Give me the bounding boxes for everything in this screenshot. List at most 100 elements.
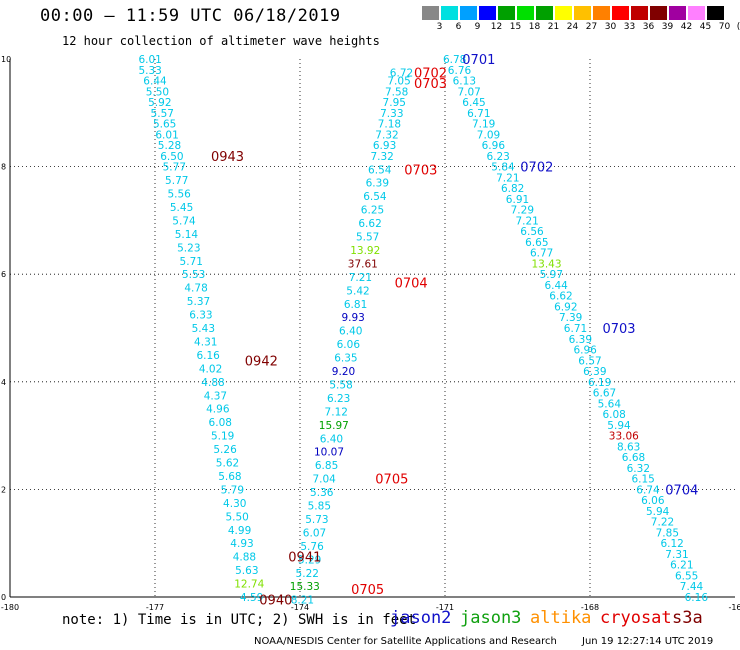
chart-title: 00:00 – 11:59 UTC 06/18/2019 [40,6,341,26]
wave-height-label: 5.68 [218,471,241,483]
wave-height-label: 6.21 [670,560,693,572]
wave-height-label: 5.62 [216,458,239,470]
wave-height-label: 6.55 [675,570,698,582]
x-tick-label: -174 [291,603,309,612]
legend-swatch [688,6,705,20]
wave-height-label: 6.71 [467,108,490,120]
y-tick-label: 10 [1,55,11,64]
legend-swatch [631,6,648,20]
wave-height-label: 6.85 [315,460,338,472]
legend-label: 70 [718,22,731,32]
wave-height-label: 6.91 [506,194,529,206]
wave-height-label: 5.36 [310,487,334,499]
wave-height-label: 6.96 [573,345,597,357]
generated-timestamp: Jun 19 12:27:14 UTC 2019 [582,636,714,647]
wave-height-label: 7.85 [656,527,679,539]
legend-swatch [479,6,496,20]
wave-height-label: 6.56 [520,226,544,238]
wave-height-label: 5.73 [305,514,328,526]
wave-height-label: 15.33 [290,581,320,593]
x-tick-label: -16 [728,603,740,612]
wave-height-label: 6.45 [462,97,485,109]
wave-height-label: 4.78 [184,283,207,295]
wave-height-label: 5.50 [225,511,248,523]
wave-height-label: 6.39 [366,178,389,190]
wave-height-label: 4.99 [228,525,251,537]
wave-height-label: 5.76 [300,541,324,553]
wave-height-label: 6.68 [622,452,645,464]
satellite-name: altika [530,608,592,628]
legend-label: 45 [699,22,712,32]
time-label: 0702 [414,66,447,81]
wave-height-label: 5.43 [192,323,215,335]
legend-swatch [517,6,534,20]
wave-height-label: 7.33 [380,108,403,120]
wave-height-label: 7.07 [457,86,480,98]
wave-height-label: 4.88 [233,552,256,564]
time-label: 0703 [602,322,635,337]
legend-label: 27 [585,22,598,32]
time-label: 0702 [520,161,553,176]
legend-label: 33 [623,22,636,32]
wave-height-label: 6.96 [482,140,506,152]
wave-height-label: 4.93 [230,538,253,550]
wave-height-label: 5.79 [221,484,244,496]
wave-height-label: 5.37 [187,296,210,308]
wave-height-label: 7.58 [385,86,408,98]
legend-swatch [574,6,591,20]
wave-height-label: 7.39 [559,312,582,324]
wave-height-label: 7.05 [387,76,410,88]
wave-height-label: 7.22 [651,517,674,529]
wave-height-label: 5.56 [167,189,191,201]
wave-height-label: 6.62 [358,218,381,230]
time-label: 0704 [665,483,698,498]
wave-height-label: 6.16 [196,350,220,362]
y-tick-label: 0 [1,593,6,602]
wave-height-label: 5.63 [235,565,258,577]
wave-height-label: 8.21 [291,595,314,607]
legend-swatch [669,6,686,20]
x-tick-label: -177 [146,603,164,612]
wave-height-label: 4.88 [201,377,224,389]
wave-height-label: 6.23 [486,151,509,163]
wave-height-label: 6.62 [549,291,572,303]
legend-label: 24 [566,22,579,32]
time-label: 0943 [211,150,244,165]
time-label: 0703 [404,163,437,178]
satellite-name: jason3 [460,608,522,628]
legend-label: 15 [509,22,522,32]
wave-height-label: 9.20 [332,366,355,378]
legend-swatch [441,6,458,20]
y-tick-label: 4 [1,378,6,387]
wave-height-label: 6.32 [627,463,650,475]
wave-height-label: 6.16 [685,592,709,604]
wave-height-label: 6.82 [501,183,524,195]
wave-height-label: 6.35 [334,353,357,365]
time-label: 0942 [245,354,278,369]
wave-height-label: 6.81 [344,299,367,311]
legend-label: 39 [661,22,674,32]
time-label: 0705 [375,473,408,488]
wave-height-label: 12.74 [234,579,264,591]
legend-label: 18 [528,22,541,32]
wave-height-label: 6.01 [138,54,161,66]
wave-height-label: 7.32 [370,151,393,163]
wave-height-label: 5.28 [158,140,181,152]
wave-height-label: 6.44 [544,280,568,292]
wave-height-label: 13.92 [350,245,380,257]
wave-height-label: 7.19 [472,119,495,131]
wave-height-label: 33.06 [609,431,639,443]
wave-height-label: 6.08 [209,417,232,429]
wave-height-label: 5.92 [148,97,171,109]
legend-label: 9 [474,22,481,32]
wave-height-label: 6.19 [588,377,611,389]
satellite-name: cryosat [600,608,672,628]
time-label: 0940 [259,594,292,609]
wave-height-label: 5.23 [177,242,200,254]
legend-swatch [422,6,439,20]
wave-height-label: 6.23 [327,393,350,405]
wave-height-label: 4.30 [223,498,246,510]
y-tick-label: 2 [1,485,6,494]
wave-height-label: 6.65 [525,237,548,249]
